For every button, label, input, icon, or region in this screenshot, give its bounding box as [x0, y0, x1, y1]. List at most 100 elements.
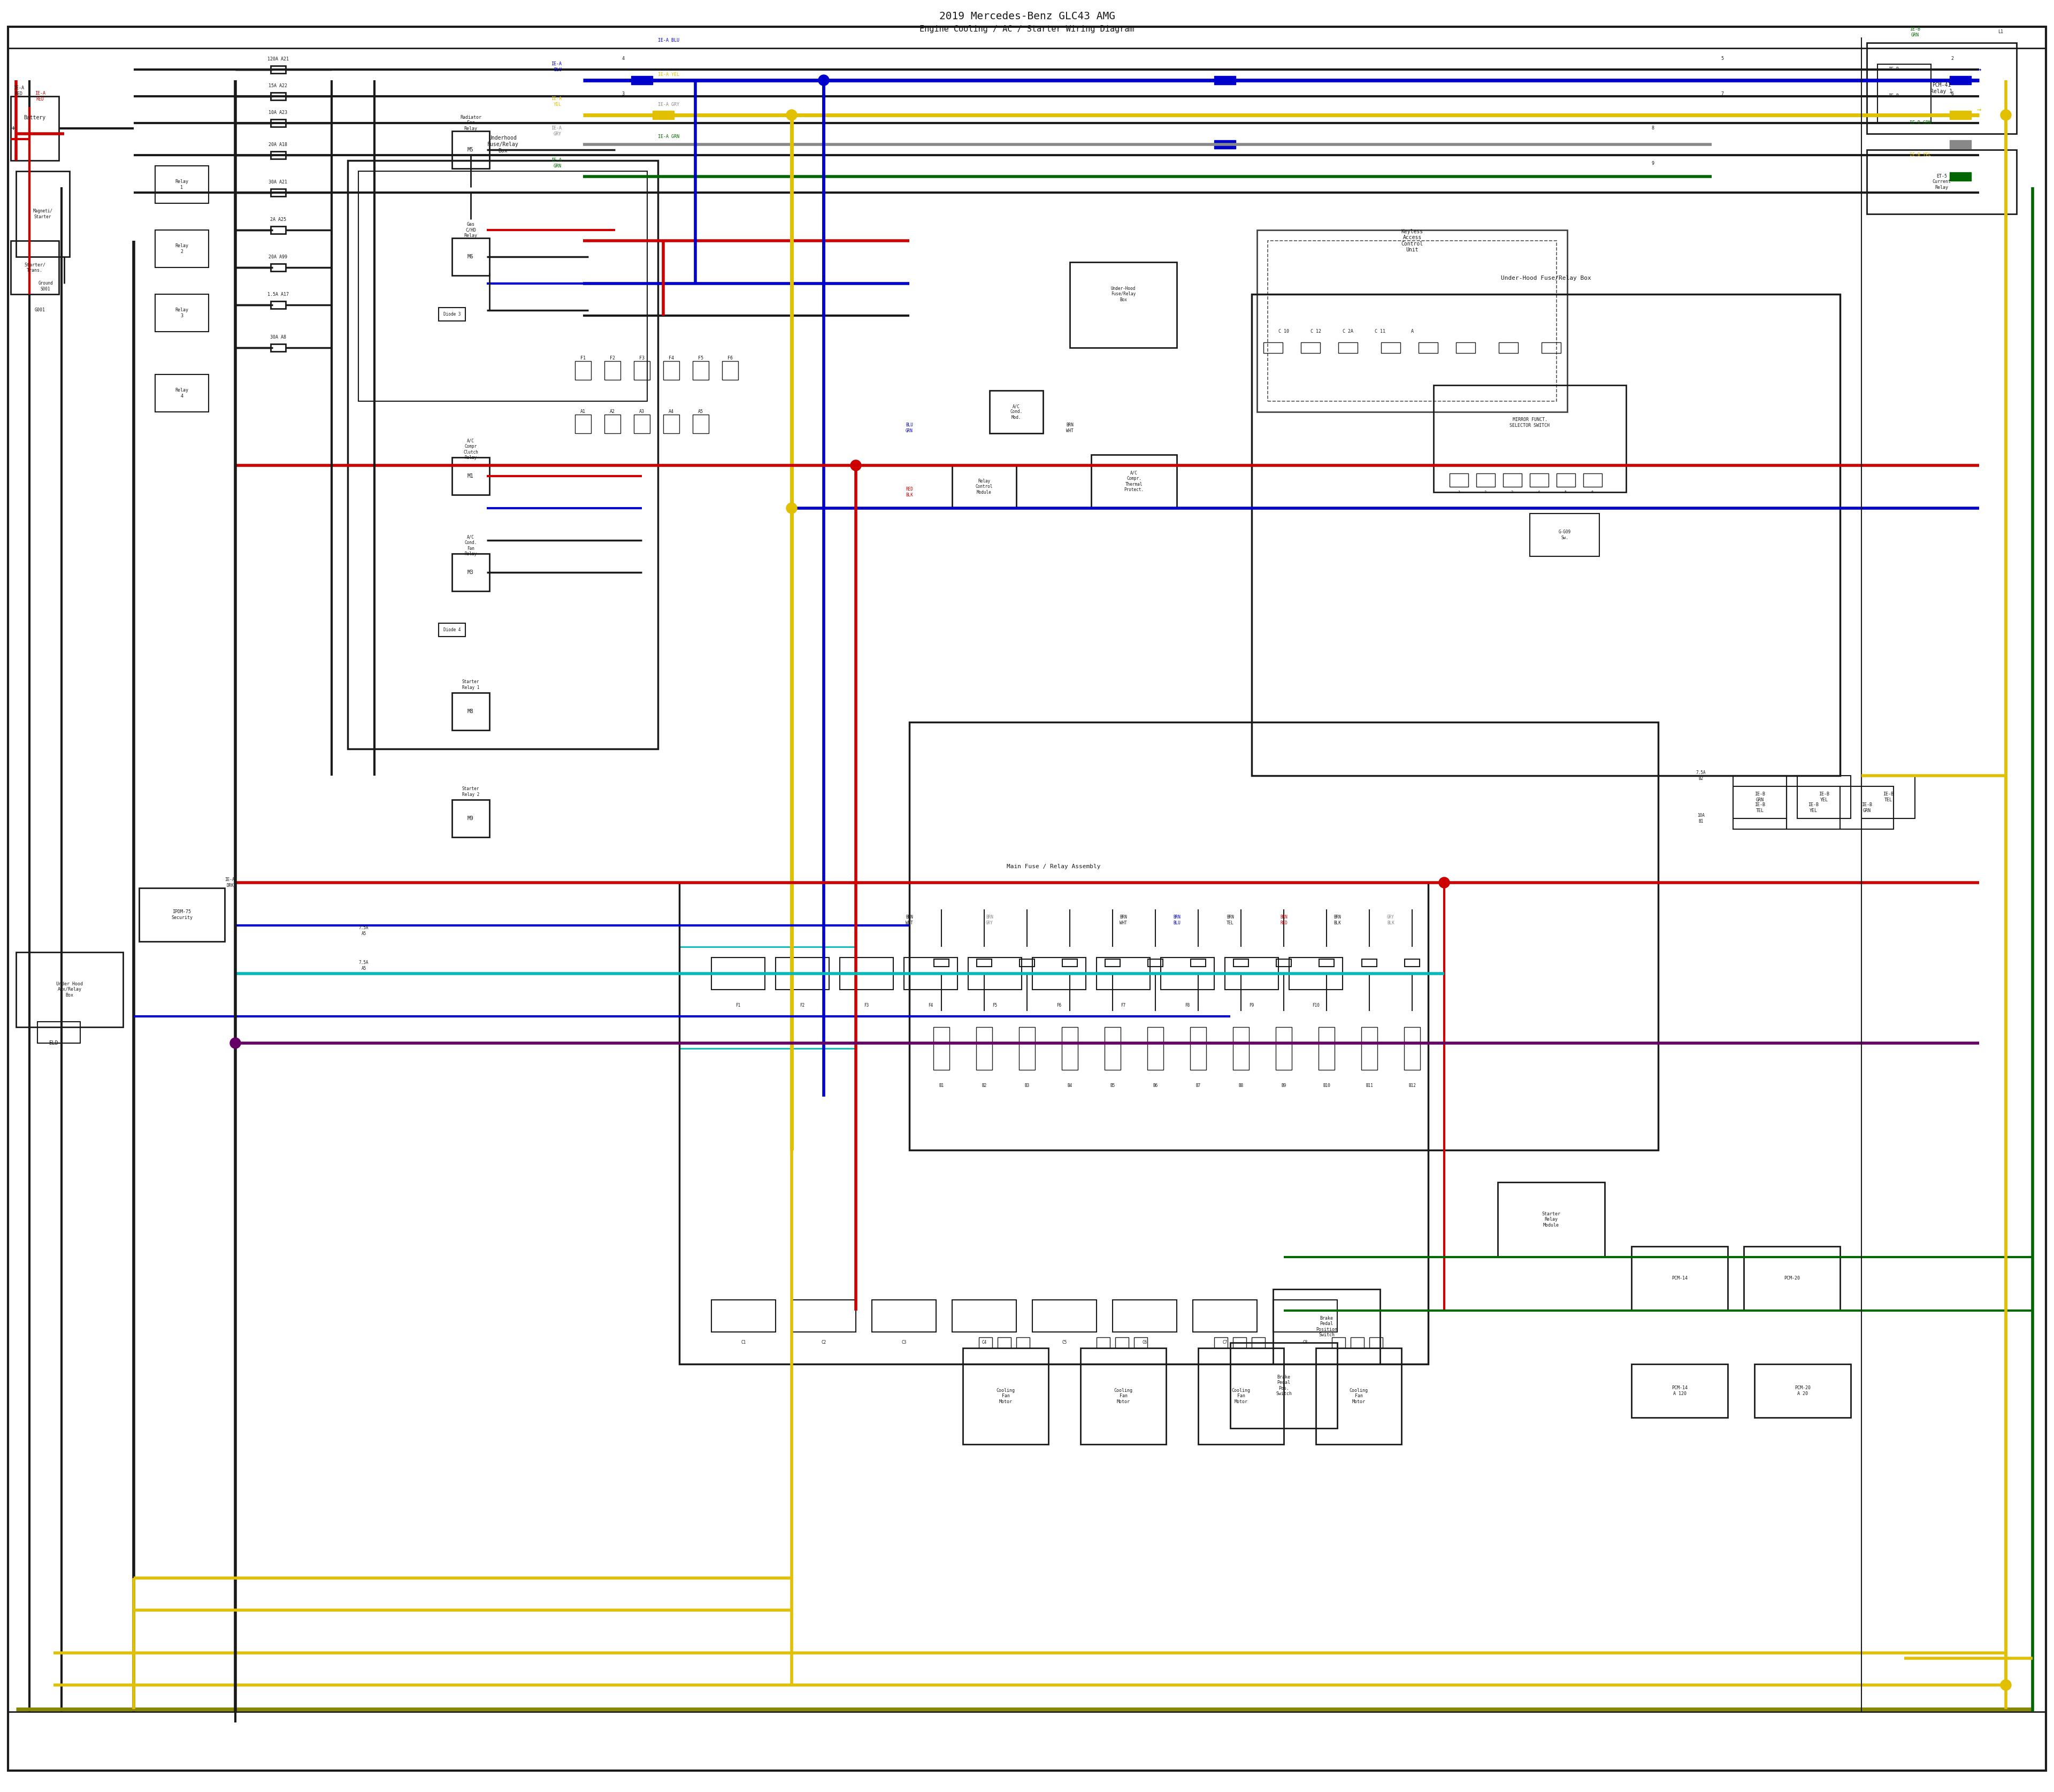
Bar [1148, 959, 1163, 966]
Bar [910, 722, 1658, 1150]
Bar [711, 957, 764, 989]
Text: 120A A21: 120A A21 [267, 57, 290, 61]
Text: B8: B8 [1239, 1084, 1243, 1088]
Bar [1584, 473, 1602, 487]
Text: A/C
Compr
Clutch
Relay: A/C Compr Clutch Relay [464, 439, 479, 461]
Bar [1840, 787, 1894, 830]
Bar [1877, 65, 1931, 124]
Bar [1134, 1337, 1148, 1348]
Bar [692, 360, 709, 380]
Text: F6: F6 [727, 357, 733, 360]
Text: IE-A
GRN: IE-A GRN [550, 158, 561, 168]
Bar [1456, 342, 1475, 353]
Text: F3: F3 [865, 1004, 869, 1009]
Text: IE-B
GRN: IE-B GRN [1754, 792, 1764, 803]
Bar [1477, 473, 1495, 487]
Bar [1191, 959, 1206, 966]
Bar [1224, 957, 1278, 989]
Text: IE-A BLU: IE-A BLU [657, 38, 680, 43]
Text: IE-A YEL: IE-A YEL [657, 72, 680, 77]
Text: A/C
Compr.
Thermal
Protect.: A/C Compr. Thermal Protect. [1124, 471, 1144, 493]
Bar [8, 1711, 2046, 1770]
Text: 30A A8: 30A A8 [271, 335, 286, 340]
Bar [635, 414, 649, 434]
Bar [976, 1027, 992, 1070]
Bar [452, 799, 489, 837]
Bar [980, 1337, 992, 1348]
Text: BRN
RED: BRN RED [1280, 916, 1288, 925]
Bar [1257, 229, 1567, 412]
Bar [1867, 151, 2017, 213]
Text: PCM-14
A 120: PCM-14 A 120 [1672, 1385, 1688, 1396]
Text: +: + [10, 125, 14, 133]
Text: GRY
BLK: GRY BLK [1386, 916, 1395, 925]
Bar [1949, 111, 1972, 120]
Bar [967, 957, 1021, 989]
Text: C7: C7 [1222, 1340, 1228, 1346]
Bar [1267, 240, 1557, 401]
Bar [1019, 1027, 1035, 1070]
Text: Relay
1: Relay 1 [175, 179, 189, 190]
Bar [990, 391, 1043, 434]
Text: PCM-20
A 20: PCM-20 A 20 [1795, 1385, 1812, 1396]
Text: PCM-14: PCM-14 [1672, 1276, 1688, 1281]
Text: 1: 1 [1458, 491, 1460, 495]
Bar [1370, 1337, 1382, 1348]
Bar [1017, 1337, 1029, 1348]
Bar [271, 188, 286, 197]
Bar [1380, 342, 1401, 353]
Text: MIRROR FUNCT.
SELECTOR SWITCH: MIRROR FUNCT. SELECTOR SWITCH [1510, 418, 1551, 428]
Text: Magneti/
Starter: Magneti/ Starter [33, 210, 53, 219]
Bar [692, 414, 709, 434]
Text: C5: C5 [1062, 1340, 1066, 1346]
Text: B3: B3 [1025, 1084, 1029, 1088]
Text: 5: 5 [1721, 56, 1723, 61]
Text: C3: C3 [902, 1340, 906, 1346]
Text: →: → [1976, 106, 1982, 113]
Text: Cooling
Fan
Motor: Cooling Fan Motor [1349, 1389, 1368, 1405]
Bar [1062, 959, 1076, 966]
Text: A: A [1411, 330, 1413, 333]
Bar [1251, 1337, 1265, 1348]
Text: Relay
3: Relay 3 [175, 308, 189, 319]
Text: Cooling
Fan
Motor: Cooling Fan Motor [1232, 1389, 1251, 1405]
Text: Main Fuse / Relay Assembly: Main Fuse / Relay Assembly [1006, 864, 1101, 869]
Text: F9: F9 [1249, 1004, 1255, 1009]
Circle shape [2001, 1679, 2011, 1690]
Text: A/C
Cond.
Mod.: A/C Cond. Mod. [1011, 403, 1023, 419]
Bar [271, 66, 286, 73]
Bar [1497, 1183, 1604, 1256]
Text: 2: 2 [1951, 56, 1953, 61]
Bar [1734, 776, 1787, 819]
Bar [998, 1337, 1011, 1348]
Text: M9: M9 [468, 815, 474, 821]
Bar [1113, 1299, 1177, 1331]
Bar [16, 952, 123, 1027]
Bar [978, 959, 992, 966]
Bar [1754, 1364, 1851, 1417]
Bar [37, 1021, 80, 1043]
Text: BRN
WHT: BRN WHT [1119, 916, 1128, 925]
Text: IE-A
GRY: IE-A GRY [550, 125, 561, 136]
Text: B11: B11 [1366, 1084, 1372, 1088]
Bar [604, 360, 620, 380]
Text: Diode 3: Diode 3 [444, 312, 460, 317]
Text: Under-Hood
Fuse/Relay
Box: Under-Hood Fuse/Relay Box [1111, 287, 1136, 303]
Text: Cooling
Fan
Motor: Cooling Fan Motor [996, 1389, 1015, 1405]
Bar [1797, 776, 1851, 819]
Bar [1273, 1299, 1337, 1331]
Text: A1: A1 [581, 410, 585, 414]
Bar [1105, 959, 1119, 966]
Text: B5: B5 [1109, 1084, 1115, 1088]
Bar [1319, 959, 1333, 966]
Bar [1105, 1027, 1121, 1070]
Text: C2: C2 [822, 1340, 826, 1346]
Bar [452, 457, 489, 495]
Bar [271, 301, 286, 308]
Circle shape [817, 75, 830, 86]
Text: Starter
Relay 1: Starter Relay 1 [462, 679, 479, 690]
Circle shape [230, 1038, 240, 1048]
Text: A3: A3 [639, 410, 645, 414]
Text: 5: 5 [1565, 491, 1567, 495]
Text: 20A A18: 20A A18 [269, 142, 288, 147]
